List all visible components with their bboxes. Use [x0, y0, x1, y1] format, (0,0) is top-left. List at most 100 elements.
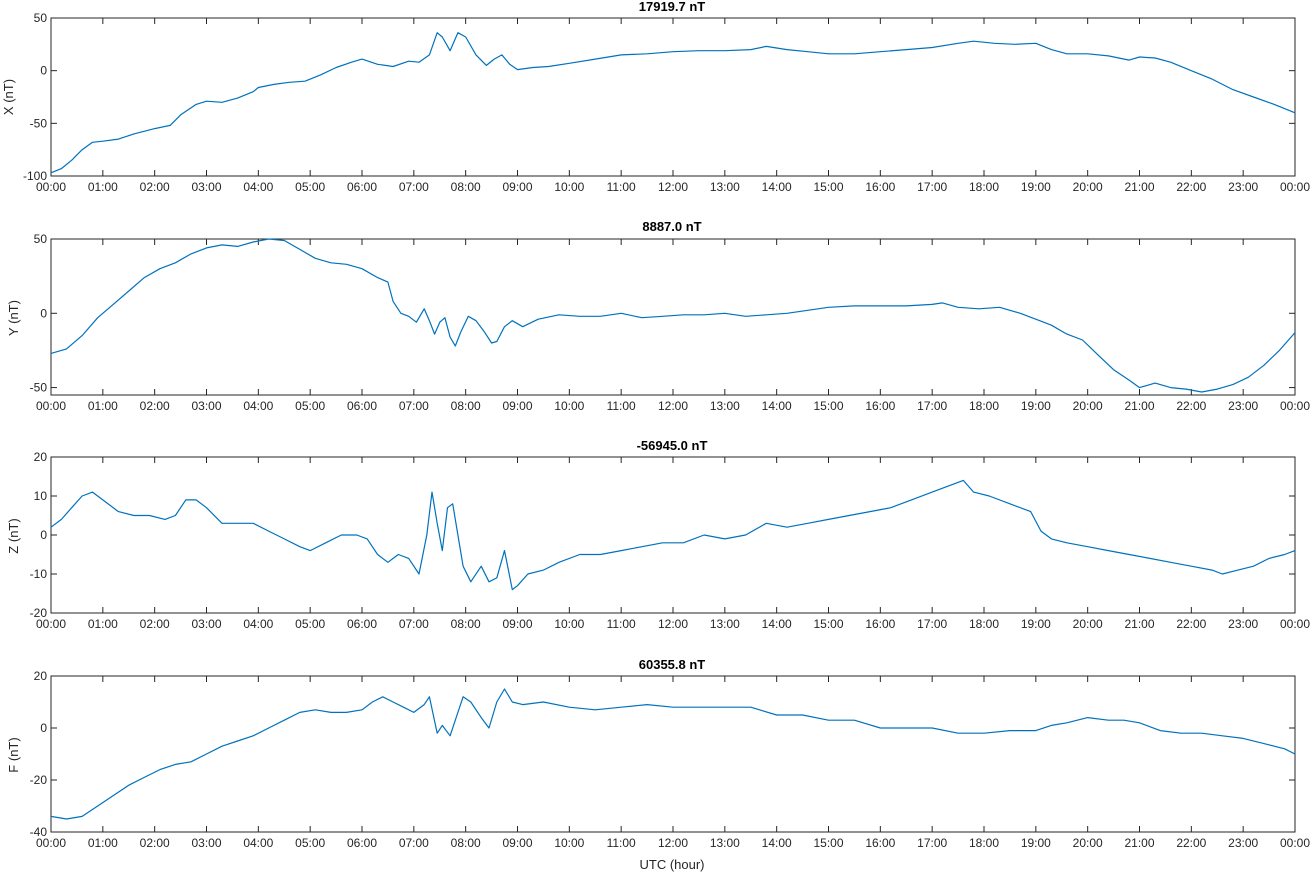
x-tick-label: 23:00 [1228, 836, 1258, 850]
x-tick-label: 03:00 [191, 180, 221, 194]
x-tick-label: 05:00 [295, 180, 325, 194]
y-tick-label: 10 [34, 489, 48, 503]
x-tick-label: 17:00 [917, 836, 947, 850]
axes-box [50, 675, 1296, 833]
x-tick-label: 00:00 [36, 399, 66, 413]
y-tick-label: 0 [40, 721, 47, 735]
x-tick-label: 00:00 [1280, 399, 1310, 413]
x-tick-label: 06:00 [347, 180, 377, 194]
plot-area: 00:00 01:00 02:00 03:00 04:00 05:00 06:00 07:00… [23, 11, 1310, 194]
x-tick-label: 18:00 [969, 180, 999, 194]
y-tick-label: 0 [40, 64, 47, 78]
x-tick-label: 07:00 [399, 399, 429, 413]
x-tick-label: 03:00 [191, 617, 221, 631]
x-tick-label: 03:00 [191, 836, 221, 850]
x-tick-label: 23:00 [1228, 399, 1258, 413]
y-tick-label: 20 [34, 450, 48, 464]
x-tick-label: 02:00 [140, 399, 170, 413]
x-tick-label: 00:00 [36, 617, 66, 631]
x-tick-label: 20:00 [1073, 399, 1103, 413]
x-tick-label: 13:00 [710, 180, 740, 194]
x-tick-label: 08:00 [451, 617, 481, 631]
x-tick-label: 15:00 [813, 399, 843, 413]
x-tick-label: 12:00 [658, 180, 688, 194]
x-tick-label: 02:00 [140, 617, 170, 631]
x-tick-label: 04:00 [243, 617, 273, 631]
x-tick-label: 10:00 [554, 836, 584, 850]
x-tick-label: 14:00 [762, 617, 792, 631]
x-tick-label: 07:00 [399, 180, 429, 194]
x-tick-label: 06:00 [347, 617, 377, 631]
x-tick-label: 07:00 [399, 836, 429, 850]
x-tick-label: 02:00 [140, 836, 170, 850]
panel-z: -56945.0 nT Z (nT) 00:00 01:00 02:00 03:00 0… [6, 438, 1310, 631]
x-tick-label: 19:00 [1021, 617, 1051, 631]
x-tick-label: 17:00 [917, 180, 947, 194]
y-tick-label: 20 [34, 669, 48, 683]
x-tick-label: 17:00 [917, 399, 947, 413]
panel-y: 8887.0 nT Y (nT) 00:00 01:00 02:00 03:00 04:… [6, 219, 1310, 413]
y-tick-label: -100 [23, 169, 47, 183]
plot-area: 00:00 01:00 02:00 03:00 04:00 05:00 06:00 07:00… [30, 669, 1311, 850]
x-tick-label: 22:00 [1176, 180, 1206, 194]
y-tick-label: -50 [30, 381, 48, 395]
x-tick-label: 15:00 [813, 180, 843, 194]
x-tick-label: 18:00 [969, 617, 999, 631]
series-line [50, 238, 1296, 393]
x-tick-label: 11:00 [607, 617, 636, 631]
x-tick-label: 23:00 [1228, 180, 1258, 194]
x-tick-label: 08:00 [451, 836, 481, 850]
y-tick-label: -40 [30, 825, 48, 839]
plot-area: 00:00 01:00 02:00 03:00 04:00 05:00 06:00 07:00… [30, 450, 1311, 631]
x-tick-label: 09:00 [502, 836, 532, 850]
x-tick-label: 10:00 [554, 399, 584, 413]
x-axis-label: UTC (hour) [639, 857, 704, 872]
x-tick-label: 10:00 [554, 180, 584, 194]
x-tick-label: 19:00 [1021, 399, 1051, 413]
y-tick-label: -20 [30, 606, 48, 620]
x-tick-label: 10:00 [554, 617, 584, 631]
x-tick-label: 21:00 [1124, 617, 1154, 631]
x-tick-label: 05:00 [295, 836, 325, 850]
x-tick-label: 09:00 [502, 180, 532, 194]
y-tick-label: 0 [40, 528, 47, 542]
x-tick-label: 06:00 [347, 836, 377, 850]
y-axis-label: X (nT) [1, 79, 16, 115]
x-tick-label: 01:00 [88, 617, 118, 631]
x-tick-label: 00:00 [1280, 617, 1310, 631]
x-tick-label: 09:00 [502, 399, 532, 413]
x-tick-label: 18:00 [969, 399, 999, 413]
x-tick-label: 12:00 [658, 836, 688, 850]
x-tick-label: 13:00 [710, 617, 740, 631]
x-tick-label: 11:00 [607, 399, 636, 413]
panel-x: 17919.7 nT X (nT) 00:00 01:00 02:00 03:00 04… [1, 0, 1310, 194]
x-tick-label: 16:00 [865, 617, 895, 631]
y-tick-label: 50 [34, 232, 48, 246]
x-tick-label: 23:00 [1228, 617, 1258, 631]
x-tick-label: 07:00 [399, 617, 429, 631]
y-axis-label: Z (nT) [6, 518, 21, 553]
x-tick-label: 16:00 [865, 399, 895, 413]
x-tick-label: 09:00 [502, 617, 532, 631]
panel-title: 17919.7 nT [639, 0, 706, 14]
x-tick-label: 13:00 [710, 399, 740, 413]
panel-title: -56945.0 nT [637, 438, 708, 453]
series-line [50, 479, 1296, 591]
y-tick-label: -10 [30, 567, 48, 581]
x-tick-label: 21:00 [1124, 836, 1154, 850]
panel-title: 60355.8 nT [639, 657, 706, 672]
x-tick-label: 21:00 [1124, 180, 1154, 194]
panel-title: 8887.0 nT [642, 219, 701, 234]
x-tick-label: 04:00 [243, 836, 273, 850]
series-line [50, 688, 1296, 820]
x-tick-label: 11:00 [607, 180, 636, 194]
y-tick-label: 0 [40, 306, 47, 320]
y-axis-label: Y (nT) [6, 300, 21, 336]
x-tick-label: 13:00 [710, 836, 740, 850]
x-tick-label: 02:00 [140, 180, 170, 194]
y-axis-label: F (nT) [6, 737, 21, 772]
x-tick-label: 15:00 [813, 836, 843, 850]
x-tick-label: 22:00 [1176, 399, 1206, 413]
x-tick-label: 15:00 [813, 617, 843, 631]
x-tick-label: 14:00 [762, 836, 792, 850]
